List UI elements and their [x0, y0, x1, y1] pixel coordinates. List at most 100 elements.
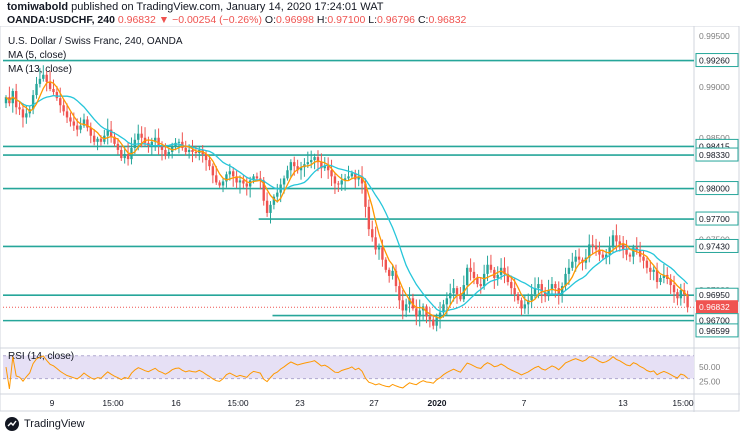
candle-body [191, 149, 194, 152]
candle-body [18, 107, 21, 110]
candle-body [232, 171, 235, 177]
candle-body [276, 192, 279, 197]
candle-body [177, 141, 181, 143]
time-tick-label: 15:00 [227, 398, 249, 408]
candle-body [113, 136, 116, 144]
candle-body [381, 247, 384, 260]
change-value: −0.00254 (−0.26%) [172, 14, 262, 26]
candle-body [204, 154, 208, 161]
candle-body [320, 162, 323, 169]
candle-body [496, 274, 499, 278]
candle-body [269, 204, 272, 213]
candle-body [187, 149, 191, 152]
candle-body [676, 292, 679, 299]
time-tick-label: 9 [50, 398, 55, 408]
low-label: L: [368, 14, 378, 26]
open-label: O: [264, 14, 276, 26]
candle-body [540, 284, 543, 293]
candle-body [170, 145, 174, 152]
candle-body [289, 162, 293, 171]
rsi-band [3, 355, 694, 379]
candle-body [537, 284, 540, 289]
candle-body [313, 157, 316, 161]
candle-body [343, 178, 347, 181]
candle-body [428, 316, 432, 320]
rsi-tick-label: 50.00 [699, 362, 721, 372]
candle-body [564, 273, 567, 287]
candle-body [571, 261, 574, 268]
candle-body [157, 137, 160, 146]
candle-body [550, 284, 554, 291]
price-chart[interactable]: U.S. Dollar / Swiss Franc, 240, OANDA MA … [0, 26, 740, 412]
candle-body [154, 137, 157, 142]
rsi-tick-label: 25.00 [699, 376, 721, 386]
candle-body [248, 180, 252, 187]
price-tick-label: 0.98500 [699, 133, 730, 143]
candle-body [449, 293, 452, 299]
candle-body [557, 288, 560, 296]
level-price-badge [695, 323, 739, 338]
candle-body [401, 300, 404, 311]
candle-body [265, 200, 269, 213]
time-tick-label: 15:00 [102, 398, 124, 408]
candle-body [591, 244, 594, 246]
candle-body [140, 133, 143, 138]
candle-body [21, 109, 25, 118]
candle-body [452, 288, 455, 294]
candle-body [4, 97, 8, 104]
candle-body [533, 288, 537, 295]
candle-body [547, 290, 550, 297]
publisher-name[interactable]: tomiwabold [7, 1, 69, 13]
candle-body [238, 180, 242, 183]
level-price-label: 0.98330 [699, 150, 730, 160]
candle-body [404, 304, 408, 311]
candle-body [476, 277, 479, 285]
candle-body [286, 170, 289, 179]
candle-body [615, 235, 618, 242]
high-label: H: [316, 14, 328, 26]
candle-body [92, 135, 96, 142]
candle-body [109, 129, 113, 137]
candle-body [357, 176, 360, 180]
chart-title: U.S. Dollar / Swiss Franc, 240, OANDA [8, 36, 183, 47]
candle-body [89, 127, 92, 136]
candle-body [55, 92, 59, 99]
candle-body [252, 176, 255, 181]
candle-body [506, 273, 510, 283]
candle-body [194, 151, 198, 153]
candle-body [221, 181, 225, 186]
candle-body [445, 298, 449, 305]
candle-body [62, 105, 65, 112]
candle-body [605, 254, 608, 258]
candle-body [621, 244, 625, 250]
candle-body [272, 196, 276, 205]
candle-body [686, 294, 689, 308]
candle-body [364, 183, 367, 207]
candle-body [408, 298, 411, 305]
candle-body [282, 178, 286, 185]
candle-body [309, 160, 313, 163]
candle-body [65, 111, 69, 118]
candle-body [52, 88, 55, 93]
candle-body [69, 117, 72, 122]
candle-body [652, 269, 655, 272]
candle-body [76, 125, 79, 130]
candle-body [86, 119, 89, 128]
candle-body [577, 256, 581, 260]
candle-body [242, 180, 245, 184]
level-price-badge [695, 238, 739, 253]
candle-body [618, 241, 621, 245]
publish-info: published on TradingView.com, January 14… [71, 1, 384, 13]
tradingview-brand[interactable]: TradingView [24, 418, 85, 430]
candle-body [472, 271, 476, 278]
candles [4, 65, 689, 332]
price-tick-label: 0.99500 [699, 31, 730, 41]
candle-body [679, 290, 683, 299]
candle-body [645, 260, 649, 268]
candle-body [367, 206, 371, 230]
candle-body [649, 267, 652, 272]
level-price-badge [695, 181, 739, 196]
candle-body [228, 171, 232, 175]
candle-body [35, 83, 38, 96]
time-tick-label: 2020 [428, 398, 447, 408]
